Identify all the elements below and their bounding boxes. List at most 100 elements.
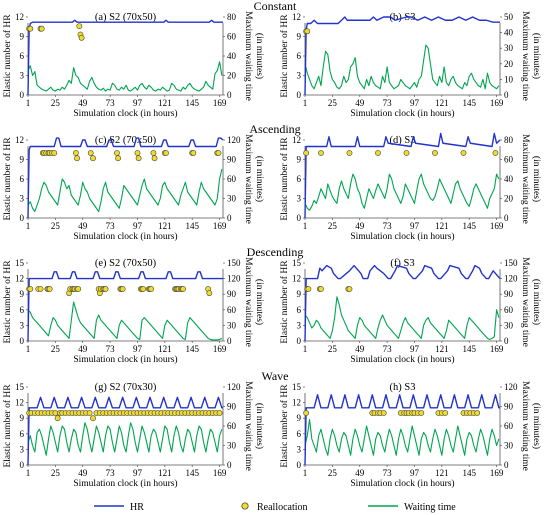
panel-h-left-axis-label: Elastic number of HR (279, 384, 290, 468)
panel-f-left-tick-label: 9 (297, 289, 302, 299)
panel-d-left-tick-label: 12 (292, 135, 301, 145)
panel-h-left-tick-label: 0 (297, 460, 302, 470)
panel-f-right-tick-label: 0 (504, 336, 509, 346)
panel-a-left-tick-label: 9 (20, 32, 25, 42)
panel-d-reallocation-point (303, 150, 310, 156)
panel-e-reallocation-point (102, 286, 109, 292)
panel-h-x-tick-label: 49 (355, 468, 365, 478)
panel-c-right-axis-label-line2: (in minutes) (254, 156, 265, 202)
panel-g-x-tick-label: 121 (158, 468, 172, 478)
panel-b-left-axis-label: Elastic number of HR (279, 14, 290, 98)
panel-c-reallocation-point (134, 150, 141, 156)
panel-c-x-tick-label: 121 (158, 221, 172, 231)
panel-h-waiting-time-line (304, 418, 500, 456)
panel-a-left-tick-label: 0 (20, 90, 25, 100)
panel-a-right-axis-label-line2: (in minutes) (254, 33, 265, 79)
panel-e-left-tick-label: 12 (15, 274, 24, 284)
panel-b-x-tick-label: 73 (383, 98, 393, 108)
panel-h-x-tick-label: 73 (383, 468, 393, 478)
panel-c-x-tick-label: 97 (133, 221, 143, 231)
panel-b-left-tick-label: 0 (297, 90, 302, 100)
panel-a-right-tick-label: 0 (227, 90, 232, 100)
panel-e-waiting-time-line (27, 301, 223, 341)
scenario-title-descending: Descending (247, 245, 304, 259)
panel-c-reallocation-point (51, 150, 58, 156)
panel-a-reallocation-point (76, 23, 83, 29)
panel-c-x-tick-label: 1 (26, 221, 31, 231)
panel-b-x-tick-label: 97 (410, 98, 420, 108)
panel-h-right-tick-label: 120 (504, 382, 518, 392)
panel-d-left-tick-label: 6 (297, 174, 302, 184)
panel-c-right-tick-label: 30 (227, 194, 237, 204)
panel-a-right-axis-label: Maximum waiting time (243, 11, 253, 101)
panel-f-x-tick-label: 145 (462, 344, 476, 354)
panel-a-right-tick-label: 60 (227, 32, 237, 42)
panel-h-left-tick-label: 15 (292, 382, 302, 392)
panel-h-reallocation-point (303, 410, 310, 416)
panel-d-hr-line (304, 132, 501, 219)
panel-c-x-tick-label: 73 (106, 221, 116, 231)
panel-h-x-tick-label: 121 (435, 468, 449, 478)
panel-c-reallocation-point (150, 150, 157, 156)
panel-d-x-tick-label: 169 (490, 221, 504, 231)
panel-h-x-tick-label: 97 (410, 468, 420, 478)
panel-b-x-tick-label: 145 (462, 98, 476, 108)
panel-h-left-tick-label: 3 (297, 444, 302, 454)
panel-d-x-tick-label: 25 (328, 221, 338, 231)
panel-d-right-tick-label: 20 (504, 194, 514, 204)
panel-a-x-tick-label: 169 (213, 98, 227, 108)
scenario-title-constant: Constant (254, 0, 297, 13)
panel-f-right-tick-label: 30 (504, 320, 514, 330)
panel-f-waiting-time-line (304, 296, 500, 340)
panel-c-left-tick-label: 3 (20, 194, 25, 204)
panel-g-left-tick-label: 12 (15, 398, 24, 408)
panel-c-reallocation-point (87, 150, 94, 156)
panel-f-reallocation-point (346, 286, 353, 292)
panel-b-reallocation-point (304, 28, 311, 35)
panel-h-x-tick-label: 1 (303, 468, 308, 478)
panel-g-x-tick-label: 1 (26, 468, 31, 478)
panel-h-reallocation-point (442, 410, 449, 416)
panel-e-hr-line (27, 271, 223, 342)
panel-c-x-axis-label: Simulation clock (in hours) (73, 231, 177, 242)
panel-c-right-tick-label: 90 (227, 155, 237, 165)
panel-h-right-axis-label-line2: (in minutes) (531, 403, 542, 449)
panel-d-reallocation-point (346, 150, 353, 156)
panel-c-reallocation-point (135, 155, 142, 162)
panel-c-waiting-time-line (27, 169, 223, 213)
panel-h-right-tick-label: 60 (504, 421, 514, 431)
scenario-title-ascending: Ascending (249, 122, 300, 136)
panel-e-x-tick-label: 49 (78, 344, 88, 354)
panel-g-right-tick-label: 0 (227, 460, 232, 470)
panel-f-right-tick-label: 60 (504, 305, 514, 315)
panel-d-x-tick-label: 49 (355, 221, 365, 231)
panel-d-left-axis-label: Elastic number of HR (279, 137, 290, 221)
panel-e-right-axis-label: Maximum waiting time (243, 257, 253, 347)
panel-g-x-tick-label: 25 (51, 468, 61, 478)
panel-c-right-axis-label: Maximum waiting time (243, 134, 253, 224)
panel-d-x-tick-label: 73 (383, 221, 393, 231)
panel-c-right-tick-label: 0 (227, 213, 232, 223)
panel-b-left-tick-label: 6 (297, 51, 302, 61)
panel-f-title: (f) S3 (390, 258, 414, 269)
panel-b-right-axis-label-line2: (in minutes) (531, 33, 542, 79)
panel-a-waiting-time-line (27, 61, 223, 92)
panel-f-right-tick-label: 90 (504, 289, 514, 299)
panel-d-waiting-time-line (304, 173, 500, 211)
panel-a-left-axis-label: Elastic number of HR (2, 14, 13, 98)
panel-e-reallocation-point (140, 286, 147, 292)
panel-a-reallocation-point (38, 25, 45, 32)
scenario-title-wave: Wave (261, 369, 288, 383)
panel-c-reallocation-point (163, 150, 169, 156)
panel-d-left-tick-label: 0 (297, 213, 302, 223)
panel-g-left-tick-label: 15 (15, 382, 25, 392)
legend-reallocation-swatch (241, 502, 249, 510)
panel-a-left-tick-label: 6 (20, 51, 25, 61)
panel-g: (g) S2 (70x30) 0 3 6 9 12 15 0 30 60 90 120 1 25 49 73 9… (2, 381, 265, 489)
panel-e-reallocation-point (46, 286, 53, 292)
panel-c-left-tick-label: 9 (20, 155, 25, 165)
panel-f-left-tick-label: 0 (297, 336, 302, 346)
panel-d-x-axis-label: Simulation clock (in hours) (350, 231, 454, 242)
panel-g-title: (g) S2 (70x30) (95, 382, 157, 393)
